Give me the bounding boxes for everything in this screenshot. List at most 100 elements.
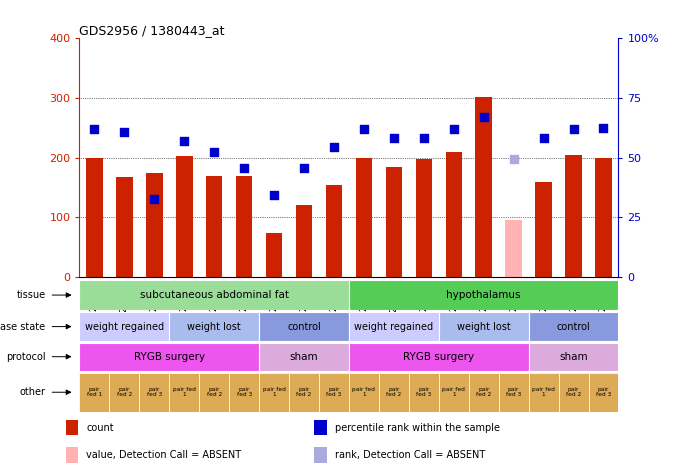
Text: sham: sham [290, 352, 319, 362]
Text: pair
fed 1: pair fed 1 [87, 387, 102, 397]
Bar [289, 373, 319, 411]
Bar [505, 220, 522, 277]
Bar [349, 280, 618, 310]
Text: GDS2956 / 1380443_at: GDS2956 / 1380443_at [79, 24, 225, 37]
Text: value, Detection Call = ABSENT: value, Detection Call = ABSENT [86, 450, 241, 460]
Bar [79, 312, 169, 341]
Text: pair
fed 2: pair fed 2 [386, 387, 401, 397]
Text: weight lost: weight lost [187, 321, 241, 332]
Point [119, 128, 130, 136]
Bar [595, 157, 612, 277]
Text: weight regained: weight regained [85, 321, 164, 332]
Text: pair
fed 3: pair fed 3 [416, 387, 431, 397]
Bar [439, 373, 468, 411]
Bar [558, 373, 589, 411]
Bar [349, 312, 439, 341]
Text: rank, Detection Call = ABSENT: rank, Detection Call = ABSENT [335, 450, 485, 460]
Bar [176, 156, 193, 277]
Text: pair
fed 3: pair fed 3 [506, 387, 521, 397]
Text: RYGB surgery: RYGB surgery [134, 352, 205, 362]
Bar [199, 373, 229, 411]
Bar [439, 312, 529, 341]
Text: pair
fed 2: pair fed 2 [207, 387, 222, 397]
Text: pair
fed 2: pair fed 2 [476, 387, 491, 397]
Text: other: other [19, 387, 46, 397]
Bar [169, 373, 199, 411]
Bar [259, 373, 289, 411]
Bar [356, 157, 372, 277]
Bar [349, 343, 529, 371]
Text: pair
fed 2: pair fed 2 [566, 387, 581, 397]
Bar [79, 280, 349, 310]
Text: subcutaneous abdominal fat: subcutaneous abdominal fat [140, 290, 289, 300]
Text: pair
fed 2: pair fed 2 [296, 387, 312, 397]
Bar [446, 152, 462, 277]
Bar [468, 373, 499, 411]
Point [359, 125, 370, 133]
Text: pair fed
1: pair fed 1 [173, 387, 196, 397]
Bar [66, 420, 78, 436]
Text: pair
fed 2: pair fed 2 [117, 387, 132, 397]
Text: weight lost: weight lost [457, 321, 511, 332]
Bar [116, 177, 133, 277]
Bar [475, 97, 492, 277]
Point [478, 113, 489, 121]
Text: pair fed
1: pair fed 1 [532, 387, 555, 397]
Bar [109, 373, 140, 411]
Bar [386, 166, 402, 277]
Point [149, 196, 160, 203]
Bar [536, 182, 552, 277]
Text: count: count [86, 423, 114, 433]
Text: pair fed
1: pair fed 1 [352, 387, 375, 397]
Point [269, 191, 280, 199]
Text: tissue: tissue [17, 290, 46, 300]
Bar [349, 373, 379, 411]
Bar [296, 206, 312, 277]
Bar [266, 233, 283, 277]
Bar [79, 373, 109, 411]
Point [328, 143, 339, 151]
Bar [589, 373, 618, 411]
Text: pair
fed 3: pair fed 3 [236, 387, 252, 397]
Text: pair
fed 3: pair fed 3 [596, 387, 611, 397]
Point [89, 125, 100, 133]
Text: pair fed
1: pair fed 1 [263, 387, 285, 397]
Bar [66, 447, 78, 463]
Bar [314, 420, 327, 436]
Text: protocol: protocol [6, 352, 46, 362]
Point [388, 135, 399, 142]
Bar [236, 175, 252, 277]
Bar [565, 155, 582, 277]
Bar [409, 373, 439, 411]
Bar [79, 343, 259, 371]
Bar [529, 343, 618, 371]
Bar [259, 312, 349, 341]
Point [238, 164, 249, 172]
Bar [206, 175, 223, 277]
Text: percentile rank within the sample: percentile rank within the sample [335, 423, 500, 433]
Text: control: control [557, 321, 590, 332]
Bar [140, 373, 169, 411]
Text: pair
fed 3: pair fed 3 [326, 387, 341, 397]
Bar [415, 159, 432, 277]
Text: RYGB surgery: RYGB surgery [404, 352, 474, 362]
Point [179, 137, 190, 145]
Text: weight regained: weight regained [354, 321, 433, 332]
Bar [529, 312, 618, 341]
Point [568, 126, 579, 133]
Bar [499, 373, 529, 411]
Bar [319, 373, 349, 411]
Bar [169, 312, 259, 341]
Point [299, 164, 310, 172]
Bar [314, 447, 327, 463]
Bar [325, 184, 342, 277]
Bar [379, 373, 409, 411]
Text: hypothalamus: hypothalamus [446, 290, 521, 300]
Bar [529, 373, 558, 411]
Text: pair fed
1: pair fed 1 [442, 387, 465, 397]
Point [448, 125, 460, 133]
Point [538, 134, 549, 142]
Bar [86, 157, 103, 277]
Text: sham: sham [559, 352, 588, 362]
Text: control: control [287, 321, 321, 332]
